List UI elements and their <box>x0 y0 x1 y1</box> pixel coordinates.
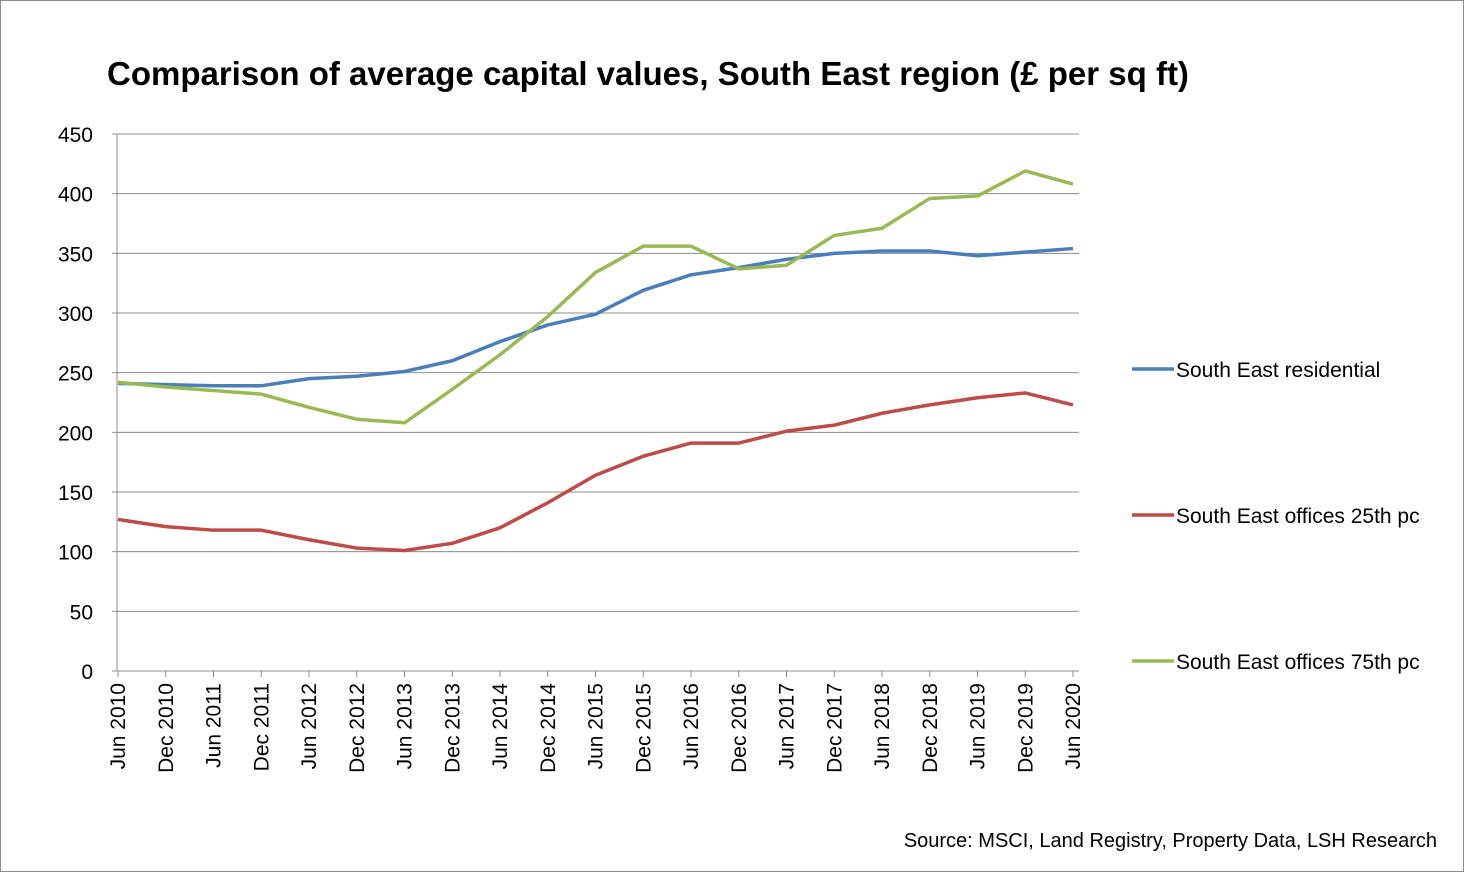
y-tick-label: 250 <box>58 363 93 386</box>
y-tick-label: 200 <box>58 422 93 445</box>
x-tick-label: Jun 2012 <box>298 683 321 769</box>
y-tick-label: 400 <box>58 184 93 207</box>
x-tick-label: Dec 2010 <box>155 683 178 773</box>
legend-item: South East offices 25th pc <box>1132 505 1420 528</box>
legend-item: South East residential <box>1132 359 1380 382</box>
x-tick-label: Dec 2012 <box>346 683 369 773</box>
legend-label: South East offices 75th pc <box>1176 651 1420 674</box>
x-tick-label: Dec 2013 <box>441 683 464 773</box>
x-tick-label: Jun 2011 <box>203 683 226 768</box>
x-tick-label: Jun 2013 <box>394 683 417 769</box>
x-tick-label: Dec 2016 <box>728 683 751 773</box>
x-tick-label: Jun 2014 <box>489 683 512 770</box>
x-tick-label: Jun 2020 <box>1062 683 1085 769</box>
y-tick-label: 300 <box>58 303 93 326</box>
x-tick-label: Dec 2019 <box>1014 683 1037 773</box>
x-tick-label: Jun 2016 <box>680 683 703 769</box>
series-line <box>117 391 1074 553</box>
source-note: Source: MSCI, Land Registry, Property Da… <box>903 830 1437 852</box>
y-tick-label: 150 <box>58 482 93 505</box>
chart-title: Comparison of average capital values, So… <box>107 55 1189 92</box>
x-tick-label: Dec 2018 <box>919 683 942 773</box>
x-tick-label: Dec 2015 <box>632 683 655 773</box>
x-tick-label: Dec 2011 <box>250 683 273 771</box>
x-tick-label: Jun 2017 <box>776 683 799 769</box>
y-tick-label: 100 <box>58 542 93 565</box>
x-tick-label: Jun 2019 <box>967 683 990 769</box>
x-tick-label: Jun 2010 <box>107 683 130 769</box>
y-tick-label: 350 <box>58 243 93 266</box>
x-tick-label: Dec 2014 <box>537 683 560 773</box>
legend-label: South East offices 25th pc <box>1176 505 1420 528</box>
x-tick-label: Jun 2018 <box>871 683 894 769</box>
y-tick-label: 50 <box>70 601 93 624</box>
series-line <box>117 246 1074 388</box>
legend-label: South East residential <box>1176 359 1380 382</box>
x-tick-label: Jun 2015 <box>585 683 608 769</box>
legend-item: South East offices 75th pc <box>1132 651 1420 674</box>
x-tick-label: Dec 2017 <box>823 683 846 773</box>
y-tick-label: 450 <box>58 124 93 147</box>
y-tick-label: 0 <box>81 661 93 684</box>
